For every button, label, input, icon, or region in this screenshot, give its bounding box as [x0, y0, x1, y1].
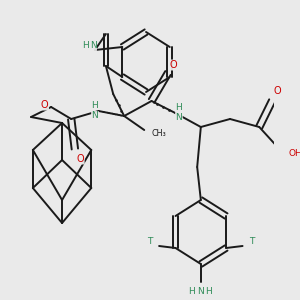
Text: T: T — [147, 236, 153, 245]
Text: N: N — [90, 41, 97, 50]
Text: OH: OH — [289, 148, 300, 158]
Text: O: O — [76, 154, 84, 164]
Text: O: O — [274, 86, 281, 96]
Text: N: N — [92, 112, 98, 121]
Text: O: O — [41, 100, 49, 110]
Text: N: N — [176, 112, 182, 122]
Text: H: H — [82, 41, 89, 50]
Text: H: H — [176, 103, 182, 112]
Text: H: H — [188, 287, 195, 296]
Text: N: N — [197, 287, 204, 296]
Text: CH₃: CH₃ — [152, 130, 166, 139]
Text: H: H — [205, 287, 211, 296]
Text: T: T — [249, 236, 254, 245]
Text: O: O — [169, 60, 177, 70]
Text: H: H — [92, 100, 98, 109]
